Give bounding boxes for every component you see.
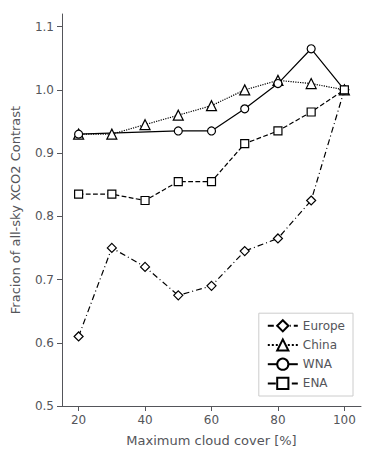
svg-text:0.7: 0.7 [35,273,54,287]
svg-text:Fracion of all-sky XCO2 Contra: Fracion of all-sky XCO2 Contrast [8,106,23,314]
svg-text:0.5: 0.5 [35,399,54,413]
svg-text:1.0: 1.0 [35,83,54,97]
svg-text:ENA: ENA [303,376,329,390]
svg-text:20: 20 [71,413,86,427]
svg-text:1.1: 1.1 [35,20,54,34]
svg-text:0.8: 0.8 [35,209,54,223]
svg-text:Maximum cloud cover [%]: Maximum cloud cover [%] [126,433,296,448]
svg-text:Europe: Europe [303,319,345,333]
svg-text:0.9: 0.9 [35,146,54,160]
svg-text:0.6: 0.6 [35,336,54,350]
svg-text:China: China [303,338,337,352]
svg-text:WNA: WNA [303,357,333,371]
svg-text:40: 40 [137,413,152,427]
svg-text:100: 100 [333,413,356,427]
svg-text:60: 60 [204,413,219,427]
svg-text:80: 80 [270,413,285,427]
